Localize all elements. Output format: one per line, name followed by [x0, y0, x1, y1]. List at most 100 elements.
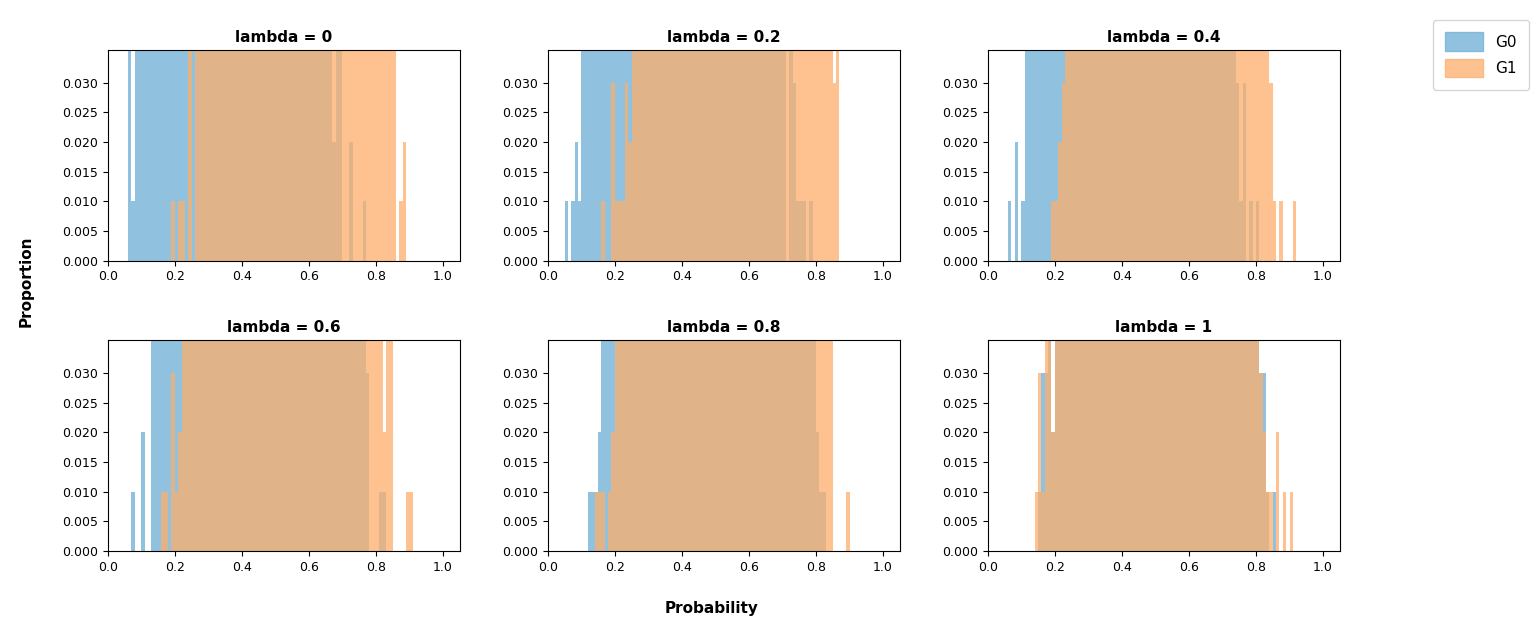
Bar	[1243, 0, 1246, 551]
Text: Proportion: Proportion	[18, 236, 34, 327]
Bar	[725, 0, 728, 551]
Bar	[342, 0, 346, 260]
Bar	[313, 0, 316, 260]
Bar	[159, 255, 162, 551]
Bar	[1277, 433, 1280, 551]
Bar	[785, 0, 788, 260]
Bar	[1123, 0, 1126, 260]
Bar	[253, 0, 256, 551]
Bar	[248, 0, 253, 551]
Bar	[782, 0, 785, 260]
Bar	[675, 0, 679, 260]
Bar	[233, 0, 236, 551]
Bar	[319, 0, 322, 260]
Title: lambda = 1: lambda = 1	[1115, 320, 1212, 335]
Bar	[1069, 0, 1072, 551]
Bar	[1175, 0, 1180, 551]
Bar	[799, 0, 802, 551]
Bar	[813, 0, 816, 551]
Bar	[708, 0, 711, 551]
Bar	[659, 0, 662, 551]
Bar	[302, 0, 305, 260]
Bar	[1118, 0, 1123, 260]
Bar	[399, 201, 403, 260]
Bar	[1232, 0, 1237, 260]
Bar	[1126, 0, 1129, 260]
Bar	[748, 0, 753, 260]
Bar	[154, 255, 159, 551]
Bar	[379, 491, 383, 551]
Bar	[662, 0, 665, 260]
Bar	[310, 0, 313, 551]
Bar	[1200, 0, 1203, 260]
Bar	[1109, 0, 1112, 260]
Bar	[403, 142, 407, 260]
Bar	[802, 0, 805, 551]
Bar	[1058, 0, 1061, 551]
Bar	[219, 0, 222, 260]
Bar	[1163, 0, 1166, 551]
Bar	[1266, 491, 1269, 551]
Bar	[642, 0, 645, 551]
Bar	[1106, 0, 1109, 260]
Bar	[1035, 491, 1038, 551]
Bar	[228, 0, 233, 260]
Bar	[1166, 0, 1169, 260]
Bar	[682, 0, 685, 260]
Bar	[645, 0, 648, 260]
Bar	[605, 0, 608, 551]
Bar	[239, 0, 242, 551]
Bar	[245, 0, 248, 551]
Bar	[622, 0, 625, 551]
Bar	[290, 0, 293, 260]
Bar	[702, 0, 705, 260]
Bar	[1257, 0, 1260, 260]
Bar	[588, 0, 591, 260]
Bar	[196, 0, 199, 551]
Bar	[1215, 0, 1220, 260]
Bar	[836, 23, 839, 260]
Bar	[618, 0, 622, 260]
Text: Probability: Probability	[665, 602, 758, 617]
Bar	[336, 0, 339, 551]
Bar	[705, 0, 708, 260]
Bar	[1257, 201, 1260, 260]
Bar	[387, 0, 390, 260]
Bar	[602, 0, 605, 260]
Bar	[208, 0, 211, 551]
Bar	[642, 0, 645, 260]
Bar	[350, 142, 353, 260]
Bar	[822, 0, 825, 260]
Bar	[668, 0, 671, 260]
Bar	[1135, 0, 1138, 260]
Bar	[753, 0, 756, 551]
Bar	[219, 0, 222, 551]
Bar	[353, 0, 356, 260]
Bar	[1237, 0, 1240, 260]
Bar	[293, 0, 296, 551]
Bar	[211, 0, 216, 551]
Bar	[732, 0, 736, 551]
Bar	[362, 0, 367, 551]
Bar	[779, 0, 782, 551]
Bar	[346, 0, 350, 551]
Bar	[1078, 0, 1081, 551]
Bar	[1206, 0, 1209, 260]
Bar	[799, 0, 802, 260]
Bar	[736, 0, 739, 551]
Bar	[796, 0, 799, 551]
Bar	[1212, 0, 1215, 551]
Bar	[793, 83, 796, 260]
Bar	[1123, 0, 1126, 260]
Bar	[773, 0, 776, 551]
Bar	[362, 0, 367, 260]
Bar	[310, 0, 313, 260]
Bar	[1200, 0, 1203, 260]
Bar	[1095, 0, 1098, 260]
Bar	[1220, 0, 1223, 260]
Bar	[768, 0, 773, 260]
Bar	[1172, 0, 1175, 260]
Bar	[1132, 0, 1135, 260]
Bar	[248, 0, 253, 551]
Bar	[1086, 0, 1089, 551]
